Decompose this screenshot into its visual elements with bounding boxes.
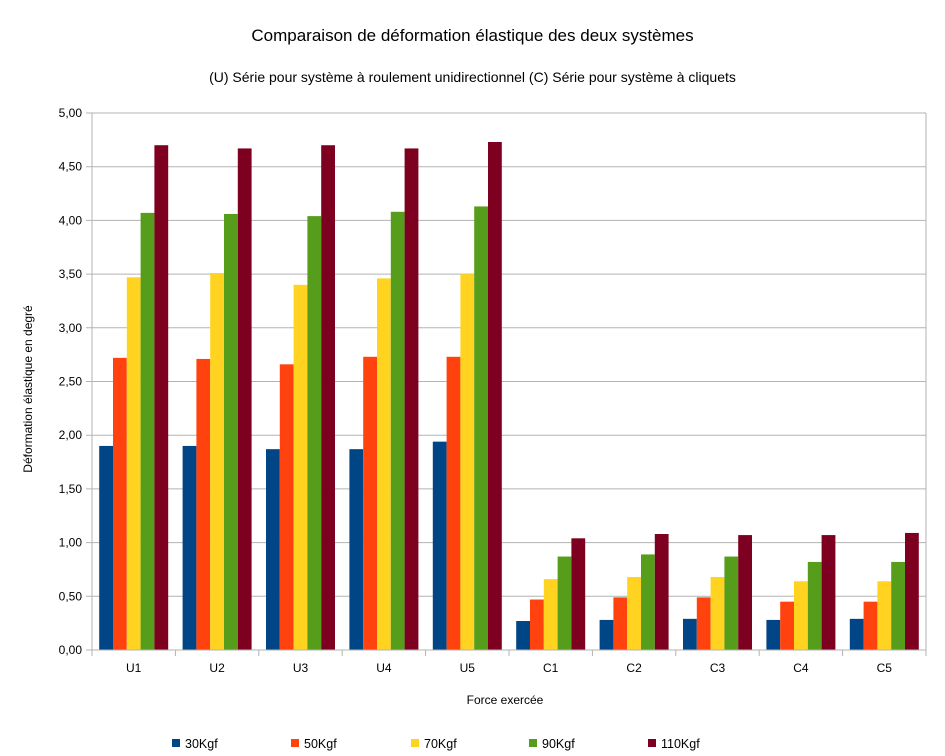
legend-label: 30Kgf [185, 737, 218, 751]
x-tick-label: C3 [710, 661, 726, 675]
y-tick-label: 1,50 [59, 482, 83, 496]
chart-subtitle: (U) Série pour système à roulement unidi… [209, 69, 736, 85]
bar-110Kgf-C3 [738, 535, 752, 650]
y-axis-label: Déformation élastique en degré [21, 305, 35, 473]
bar-50Kgf-U4 [363, 356, 377, 650]
bar-110Kgf-C5 [905, 532, 919, 650]
bar-30Kgf-C4 [766, 619, 781, 650]
bar-70Kgf-U2 [210, 273, 224, 650]
bar-30Kgf-U2 [182, 445, 197, 650]
y-tick-label: 1,00 [59, 536, 83, 550]
x-tick-label: U1 [126, 661, 142, 675]
legend-swatch [648, 739, 656, 747]
bar-110Kgf-C1 [571, 538, 586, 650]
bar-90Kgf-C5 [891, 561, 905, 650]
x-tick-label: U4 [376, 661, 392, 675]
bar-90Kgf-U3 [307, 216, 322, 650]
x-tick-label: U2 [209, 661, 225, 675]
bar-90Kgf-C2 [641, 554, 655, 650]
x-tick-label: C5 [877, 661, 893, 675]
x-axis-label: Force exercée [467, 693, 544, 707]
legend-swatch [411, 739, 419, 747]
bar-90Kgf-U5 [474, 206, 488, 651]
bar-90Kgf-C1 [557, 556, 572, 650]
x-tick-label: C1 [543, 661, 559, 675]
bar-30Kgf-U3 [266, 449, 280, 650]
x-tick-label: U3 [293, 661, 309, 675]
x-tick-labels: U1 U2 U3 U4 U5 C1 C2 C3 C4 C5 [126, 661, 892, 675]
y-tick-label: 5,00 [59, 106, 83, 120]
bar-30Kgf-U1 [99, 445, 113, 650]
bar-90Kgf-C3 [724, 556, 739, 650]
bar-90Kgf-C4 [807, 561, 822, 650]
bar-110Kgf-U4 [404, 148, 419, 650]
x-tick-label: C4 [793, 661, 809, 675]
y-tick-label: 0,00 [59, 643, 83, 657]
bar-30Kgf-C5 [849, 618, 864, 650]
bar-110Kgf-U5 [488, 141, 502, 651]
x-tick-label: C2 [626, 661, 642, 675]
bar-50Kgf-U2 [196, 358, 211, 650]
bar-30Kgf-C3 [683, 618, 697, 650]
bar-70Kgf-C1 [543, 579, 558, 650]
legend-swatch [529, 739, 537, 747]
bar-30Kgf-C2 [599, 619, 614, 650]
x-tick-label: U5 [460, 661, 476, 675]
y-tick-label: 3,50 [59, 267, 83, 281]
bar-50Kgf-C5 [863, 601, 878, 650]
bar-50Kgf-U5 [446, 356, 461, 650]
bar-30Kgf-U4 [349, 449, 364, 650]
legend-item: 50Kgf [291, 737, 337, 751]
bar-70Kgf-U4 [377, 278, 391, 650]
y-tick-label: 2,00 [59, 428, 83, 442]
legend-swatch [172, 739, 180, 747]
y-tick-label: 3,00 [59, 321, 83, 335]
bar-70Kgf-C5 [877, 581, 892, 650]
legend-item: 90Kgf [529, 737, 575, 751]
legend-label: 110Kgf [661, 737, 700, 751]
bar-30Kgf-U5 [432, 441, 447, 650]
bar-90Kgf-U1 [140, 212, 155, 650]
bar-70Kgf-U3 [293, 284, 308, 650]
bar-70Kgf-C2 [627, 576, 641, 650]
axes [91, 113, 927, 656]
bar-50Kgf-C1 [530, 599, 544, 650]
bar-30Kgf-C1 [516, 621, 530, 650]
bar-50Kgf-C3 [696, 597, 711, 650]
bar-110Kgf-U1 [154, 145, 169, 650]
bar-70Kgf-C4 [794, 581, 808, 650]
bar-50Kgf-U1 [113, 357, 127, 650]
y-tick-label: 0,50 [59, 589, 83, 603]
y-tick-labels: 0,00 0,50 1,00 1,50 2,00 2,50 3,00 3,50 4,00 4,50… [59, 106, 83, 657]
bar-110Kgf-U2 [237, 148, 252, 650]
bar-50Kgf-C4 [780, 601, 794, 650]
bar-90Kgf-U2 [224, 213, 238, 650]
bar-70Kgf-U5 [460, 274, 475, 650]
legend-swatch [291, 739, 299, 747]
bar-90Kgf-U4 [390, 211, 405, 651]
bar-110Kgf-C2 [654, 534, 669, 650]
y-tick-label: 2,50 [59, 375, 83, 389]
legend-item: 70Kgf [411, 737, 457, 751]
legend-label: 70Kgf [424, 737, 457, 751]
legend-label: 50Kgf [304, 737, 337, 751]
bar-110Kgf-U3 [321, 145, 335, 650]
legend-label: 90Kgf [542, 737, 575, 751]
bar-70Kgf-C3 [710, 576, 725, 650]
legend-item: 110Kgf [648, 737, 700, 751]
y-tick-label: 4,00 [59, 213, 83, 227]
bar-50Kgf-C2 [613, 597, 628, 650]
bar-70Kgf-U1 [126, 277, 141, 650]
y-tick-label: 4,50 [59, 160, 83, 174]
legend-item: 30Kgf [172, 737, 218, 751]
bar-110Kgf-C4 [821, 535, 836, 650]
bar-50Kgf-U3 [279, 364, 294, 650]
bars [99, 141, 919, 651]
chart-title: Comparaison de déformation élastique des… [251, 26, 694, 45]
